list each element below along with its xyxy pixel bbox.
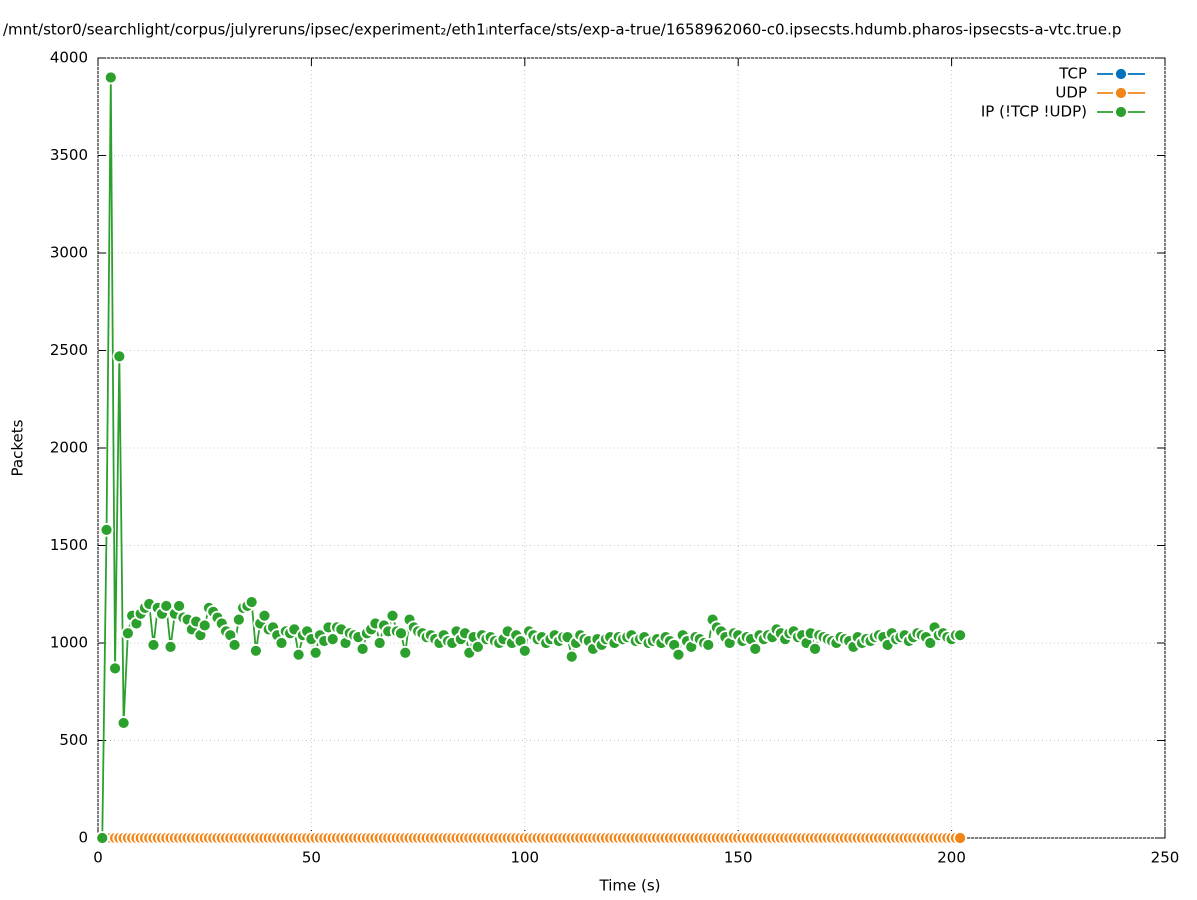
y-tick-label: 1500	[50, 536, 88, 554]
data-point	[146, 638, 161, 652]
x-tick-label: 100	[510, 849, 539, 867]
data-point	[923, 636, 938, 650]
data-point	[103, 70, 118, 85]
data-point	[112, 349, 127, 364]
y-tick-label: 3500	[50, 146, 88, 164]
data-point	[231, 612, 246, 627]
y-tick-label: 3000	[50, 244, 88, 262]
data-point	[325, 632, 340, 646]
data-point	[701, 638, 716, 652]
data-point	[120, 626, 135, 641]
data-point	[372, 636, 387, 650]
y-tick-label: 2000	[50, 439, 88, 457]
legend-label: TCP	[1058, 65, 1087, 83]
data-point	[470, 640, 485, 654]
data-point	[172, 599, 186, 613]
x-tick-label: 200	[937, 849, 966, 867]
series-points	[95, 70, 968, 845]
x-tick-label: 0	[93, 849, 103, 867]
x-tick-label: 250	[1151, 849, 1180, 867]
legend-label: UDP	[1055, 84, 1087, 102]
data-point	[95, 831, 110, 845]
data-point	[197, 618, 212, 633]
legend-label: IP (!TCP !UDP)	[981, 103, 1087, 121]
x-tick-label: 50	[302, 849, 321, 867]
data-point	[398, 645, 413, 660]
x-axis-label: Time (s)	[599, 877, 661, 895]
data-point	[671, 647, 686, 662]
y-tick-label: 500	[59, 731, 88, 749]
data-point	[394, 626, 408, 641]
y-tick-label: 2500	[50, 341, 88, 359]
data-point	[748, 641, 763, 656]
y-tick-label: 4000	[50, 49, 88, 67]
data-point	[355, 641, 370, 656]
legend-marker	[1114, 105, 1128, 119]
chart-title: /mnt/stor0/searchlight/corpus/julyreruns…	[3, 21, 1121, 39]
data-point	[517, 643, 532, 658]
data-point	[291, 647, 306, 662]
data-point	[108, 661, 122, 676]
data-point	[953, 628, 968, 643]
data-point	[163, 640, 178, 654]
legend-marker	[1114, 86, 1128, 100]
data-point	[808, 641, 822, 656]
y-axis-label: Packets	[9, 419, 27, 476]
data-point	[385, 608, 400, 623]
data-point	[257, 608, 272, 623]
data-point	[249, 643, 263, 658]
data-point	[953, 831, 968, 845]
data-point	[308, 645, 323, 660]
data-point	[274, 636, 289, 650]
data-point	[244, 595, 259, 609]
data-point	[116, 716, 131, 730]
data-point	[564, 649, 579, 664]
y-tick-label: 0	[78, 829, 88, 847]
series-points	[95, 831, 968, 845]
data-point	[227, 638, 242, 652]
data-point	[99, 523, 114, 537]
legend-marker	[1114, 67, 1128, 81]
y-tick-label: 1000	[50, 634, 88, 652]
series-line	[101, 77, 961, 839]
x-tick-label: 150	[724, 849, 753, 867]
